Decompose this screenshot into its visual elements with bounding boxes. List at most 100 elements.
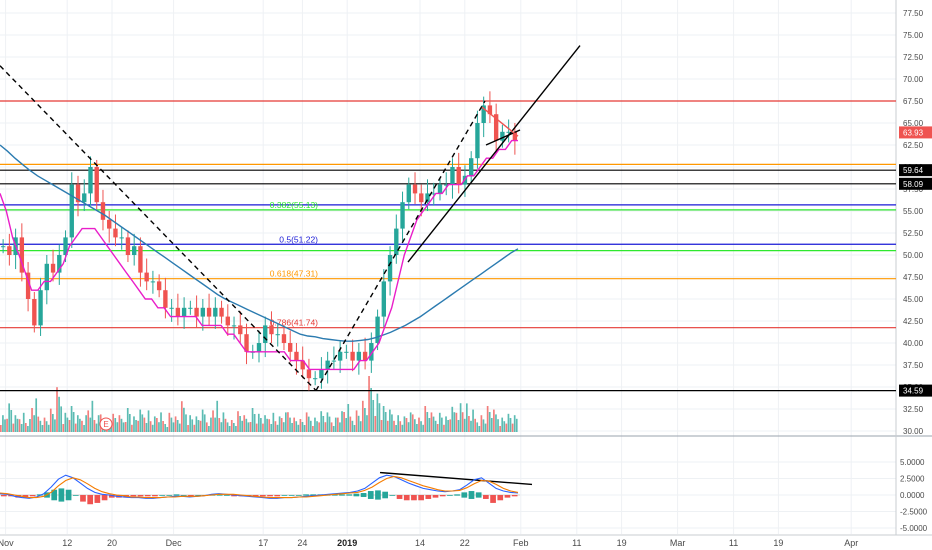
price-tick-label: 47.50 — [903, 273, 924, 282]
volume-bar — [295, 421, 298, 432]
volume-bar — [156, 418, 158, 432]
volume-bar — [4, 419, 6, 432]
candle-body — [475, 123, 480, 159]
candle-body — [225, 316, 230, 326]
volume-bar — [434, 420, 437, 432]
price-tick-label: 70.00 — [903, 75, 924, 84]
macd-histogram-bar — [396, 495, 403, 499]
volume-bar — [349, 416, 352, 432]
volume-bar — [424, 406, 427, 432]
volume-bar — [35, 398, 38, 432]
volume-bar — [490, 418, 493, 432]
price-tick-label: 37.50 — [903, 361, 924, 370]
volume-bar — [272, 412, 275, 432]
volume-bar — [422, 424, 424, 432]
volume-bar — [168, 412, 171, 432]
volume-bar — [118, 415, 121, 432]
macd-histogram-bar — [425, 495, 432, 499]
macd-tick-label: -5.0000 — [900, 524, 928, 533]
volume-bar — [289, 417, 291, 432]
volume-bar — [47, 424, 50, 432]
macd-tick-label: 2.5000 — [900, 475, 925, 484]
volume-bar — [185, 414, 187, 432]
macd-histogram-bar — [195, 495, 201, 496]
macd-histogram-bar — [80, 495, 86, 502]
candle-body — [481, 105, 486, 123]
volume-bar — [74, 423, 77, 432]
candle-body — [200, 307, 206, 317]
candle-body — [275, 334, 280, 336]
candle-body — [119, 237, 124, 239]
volume-bar — [301, 422, 304, 432]
candle-body — [163, 290, 168, 308]
volume-bar — [465, 403, 468, 432]
volume-bar — [116, 422, 119, 432]
volume-bar — [249, 422, 252, 432]
volume-bar — [316, 421, 318, 432]
volume-bar — [135, 420, 137, 432]
volume-bar — [328, 416, 331, 432]
volume-bar — [64, 412, 67, 432]
dashed-downtrend-line — [0, 65, 317, 392]
volume-bar — [274, 421, 277, 432]
macd-histogram-bar — [224, 495, 230, 496]
volume-bar — [330, 422, 333, 432]
price-tick-label: 40.00 — [903, 339, 924, 348]
volume-bar — [12, 423, 15, 432]
volume-bar — [276, 424, 279, 432]
price-badge-label: 58.09 — [903, 180, 924, 189]
volume-bar — [447, 420, 449, 432]
volume-bar — [503, 421, 506, 432]
volume-bar — [93, 420, 96, 432]
candle-body — [493, 114, 499, 141]
candle-body — [356, 351, 362, 361]
candle-body — [181, 307, 187, 317]
candle-body — [400, 202, 405, 229]
volume-bar — [212, 410, 214, 432]
volume-bar — [299, 419, 302, 432]
candle-body — [144, 272, 149, 282]
volume-bar — [507, 413, 510, 432]
candle-body — [412, 184, 418, 194]
volume-bar — [324, 422, 327, 432]
volume-bar — [334, 417, 337, 432]
volume-bar — [158, 422, 160, 432]
volume-bar — [366, 415, 368, 432]
time-tick-label: Mar — [670, 538, 686, 548]
macd-histogram-bar — [173, 494, 180, 496]
volume-bar — [355, 410, 358, 432]
candle-body — [50, 263, 56, 273]
price-tick-label: 67.50 — [903, 97, 924, 106]
price-tick-label: 52.50 — [903, 229, 924, 238]
candle-body — [512, 131, 518, 141]
volume-bar — [232, 423, 235, 432]
candle-body — [219, 307, 224, 317]
candle-body — [350, 351, 355, 361]
volume-bar — [484, 423, 487, 432]
ma-fast-line — [0, 139, 518, 371]
volume-bar — [218, 418, 221, 432]
time-tick-label: Nov — [0, 538, 14, 548]
candle-body — [469, 158, 474, 176]
volume-bar — [505, 423, 508, 432]
volume-bar — [87, 410, 90, 432]
volume-bar — [314, 417, 316, 432]
macd-histogram-bar — [389, 495, 396, 496]
macd-histogram-bar — [159, 495, 165, 496]
volume-bar — [260, 418, 262, 432]
volume-bar — [54, 419, 56, 432]
macd-histogram-bar — [274, 495, 281, 497]
volume-bar — [361, 400, 364, 432]
volume-bar — [62, 424, 65, 432]
volume-bar — [357, 415, 360, 432]
time-tick-label: 17 — [258, 538, 268, 548]
candle-body — [25, 272, 31, 299]
candle-body — [506, 131, 511, 133]
volume-bar — [143, 417, 146, 432]
candle-body — [406, 184, 411, 203]
volume-bar — [189, 415, 191, 432]
macd-histogram-bar — [504, 495, 511, 498]
volume-bar — [176, 420, 179, 432]
